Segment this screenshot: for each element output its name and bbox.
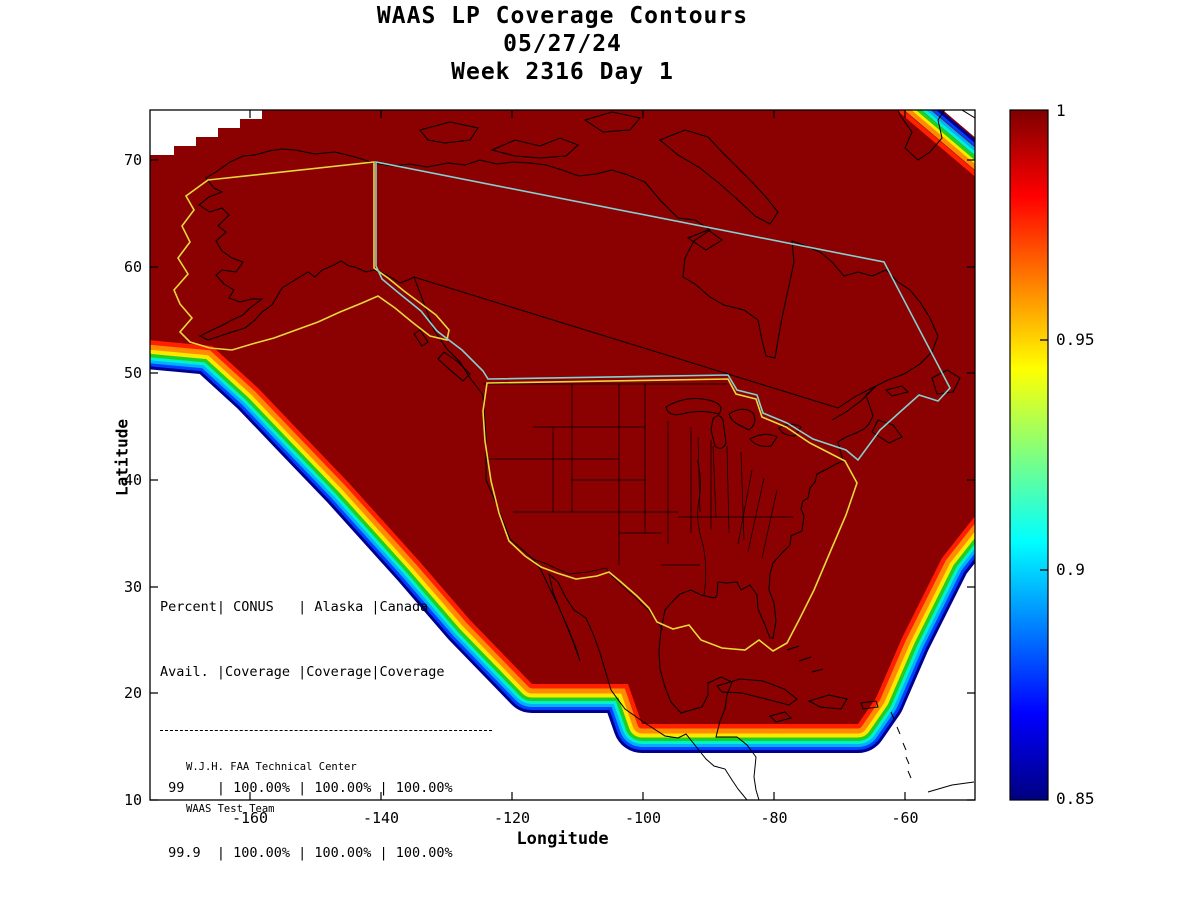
table-row: 99.9 | 100.00% | 100.00% | 100.00% xyxy=(160,844,453,861)
axis-ticks xyxy=(150,110,975,801)
x-tick-labels: -160 -140 -120 -100 -80 -60 xyxy=(232,809,919,827)
x-tick: -160 xyxy=(232,809,268,827)
y-tick: 30 xyxy=(124,578,142,596)
y-tick: 50 xyxy=(124,364,142,382)
y-axis-label: Latitude xyxy=(112,418,132,497)
y-tick: 10 xyxy=(124,791,142,809)
colorbar-tick-label: 0.95 xyxy=(1056,330,1095,349)
x-tick: -140 xyxy=(363,809,399,827)
colorbar-gradient xyxy=(1009,109,1049,801)
great-lakes xyxy=(665,398,802,449)
plot-border xyxy=(149,109,976,801)
x-tick: -60 xyxy=(891,809,918,827)
colorbar-tick-label: 1 xyxy=(1056,101,1066,120)
y-tick: 70 xyxy=(124,151,142,169)
x-tick: -80 xyxy=(760,809,787,827)
figure-title: WAAS LP Coverage Contours xyxy=(376,3,749,29)
y-tick-labels: 70 60 50 40 30 20 10 xyxy=(124,151,142,809)
y-tick: 20 xyxy=(124,684,142,702)
coverage-statistics-table: Percent| CONUS | Alaska |Canada Avail. |… xyxy=(160,554,492,900)
x-tick: -120 xyxy=(494,809,530,827)
state-borders xyxy=(483,383,793,631)
canada-boundary xyxy=(375,161,951,462)
figure-title-block: WAAS LP Coverage Contours 05/27/24 Week … xyxy=(150,2,975,86)
table-separator xyxy=(160,730,492,731)
alaska-boundary xyxy=(173,161,450,351)
table-header-row1: Percent| CONUS | Alaska |Canada xyxy=(160,599,429,615)
y-tick: 60 xyxy=(124,258,142,276)
table-header-row2: Avail. |Coverage |Coverage|Coverage xyxy=(160,663,445,680)
coastlines xyxy=(198,110,975,800)
figure-date: 05/27/24 xyxy=(503,31,622,57)
service-boundaries-yellow xyxy=(173,161,858,652)
conus-boundary xyxy=(482,378,858,652)
y-tick: 40 xyxy=(124,471,142,489)
colorbar-tick-label: 0.85 xyxy=(1056,789,1095,808)
colorbar-ticks xyxy=(1040,339,1048,571)
table-row: 99 | 100.00% | 100.00% | 100.00% xyxy=(160,780,453,796)
colorbar-tick-label: 0.9 xyxy=(1056,560,1085,579)
x-axis-label: Longitude xyxy=(516,829,609,849)
credit-block: W.J.H. FAA Technical Center WAAS Test Te… xyxy=(186,732,357,844)
credit-line2: WAAS Test Team xyxy=(186,803,275,815)
x-tick: -100 xyxy=(625,809,661,827)
colorbar: 1 0.95 0.9 0.85 xyxy=(1009,101,1095,808)
credit-line1: W.J.H. FAA Technical Center xyxy=(186,761,357,773)
no-data-notch xyxy=(150,110,262,155)
figure-week-day: Week 2316 Day 1 xyxy=(451,59,674,85)
